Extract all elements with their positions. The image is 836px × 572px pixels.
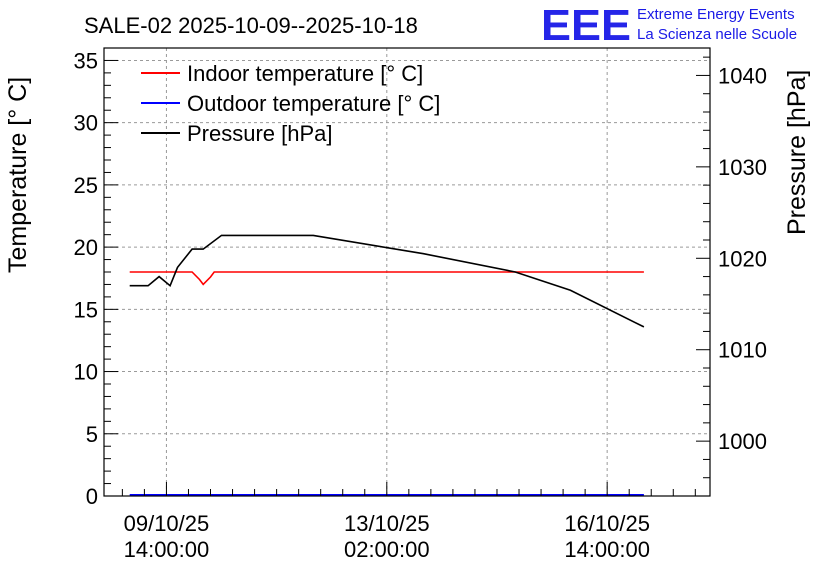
y2-tick-label: 1030 xyxy=(718,155,767,180)
x-tick-time: 14:00:00 xyxy=(564,537,650,562)
y-tick-label: 0 xyxy=(86,484,98,509)
y2-tick-label: 1000 xyxy=(718,429,767,454)
y-tick-label: 20 xyxy=(74,235,98,260)
y2-tick-label: 1020 xyxy=(718,246,767,271)
y-tick-label: 5 xyxy=(86,422,98,447)
logo-line-2: La Scienza nelle Scuole xyxy=(637,26,797,43)
series-line-indoor xyxy=(129,271,644,286)
y-tick-label: 10 xyxy=(74,360,98,385)
legend-label: Pressure [hPa] xyxy=(187,121,333,146)
y2-tick-label: 1040 xyxy=(718,63,767,88)
y-tick-label: 35 xyxy=(74,48,98,73)
y2-tick-label: 1010 xyxy=(718,338,767,363)
y2-axis-title: Pressure [hPa] xyxy=(783,70,811,235)
legend-label: Indoor temperature [° C] xyxy=(187,61,423,86)
series-line-pressure xyxy=(129,234,645,328)
series-layer xyxy=(129,234,645,496)
x-tick-time: 14:00:00 xyxy=(124,537,210,562)
logo-letters: EEE xyxy=(541,1,631,50)
y-tick-label: 15 xyxy=(74,297,98,322)
y-tick-label: 25 xyxy=(74,173,98,198)
x-tick-time: 02:00:00 xyxy=(344,537,430,562)
logo-line-1: Extreme Energy Events xyxy=(637,6,795,23)
axes: 0 5 10 15 20 25 30 35 1000 1010 1020 1030 1040 09/10/… xyxy=(74,47,767,562)
x-tick-date: 16/10/25 xyxy=(564,511,650,536)
chart-title: SALE-02 2025-10-09--2025-10-18 xyxy=(84,13,418,38)
x-tick-date: 09/10/25 xyxy=(124,511,210,536)
y-tick-label: 30 xyxy=(74,111,98,136)
legend: Indoor temperature [° C] Outdoor temperat… xyxy=(141,61,440,146)
x-tick-date: 13/10/25 xyxy=(344,511,430,536)
y-axis-title: Temperature [° C] xyxy=(4,77,32,273)
legend-label: Outdoor temperature [° C] xyxy=(187,91,440,116)
eee-logo: EEE Extreme Energy Events La Scienza nel… xyxy=(541,1,797,50)
